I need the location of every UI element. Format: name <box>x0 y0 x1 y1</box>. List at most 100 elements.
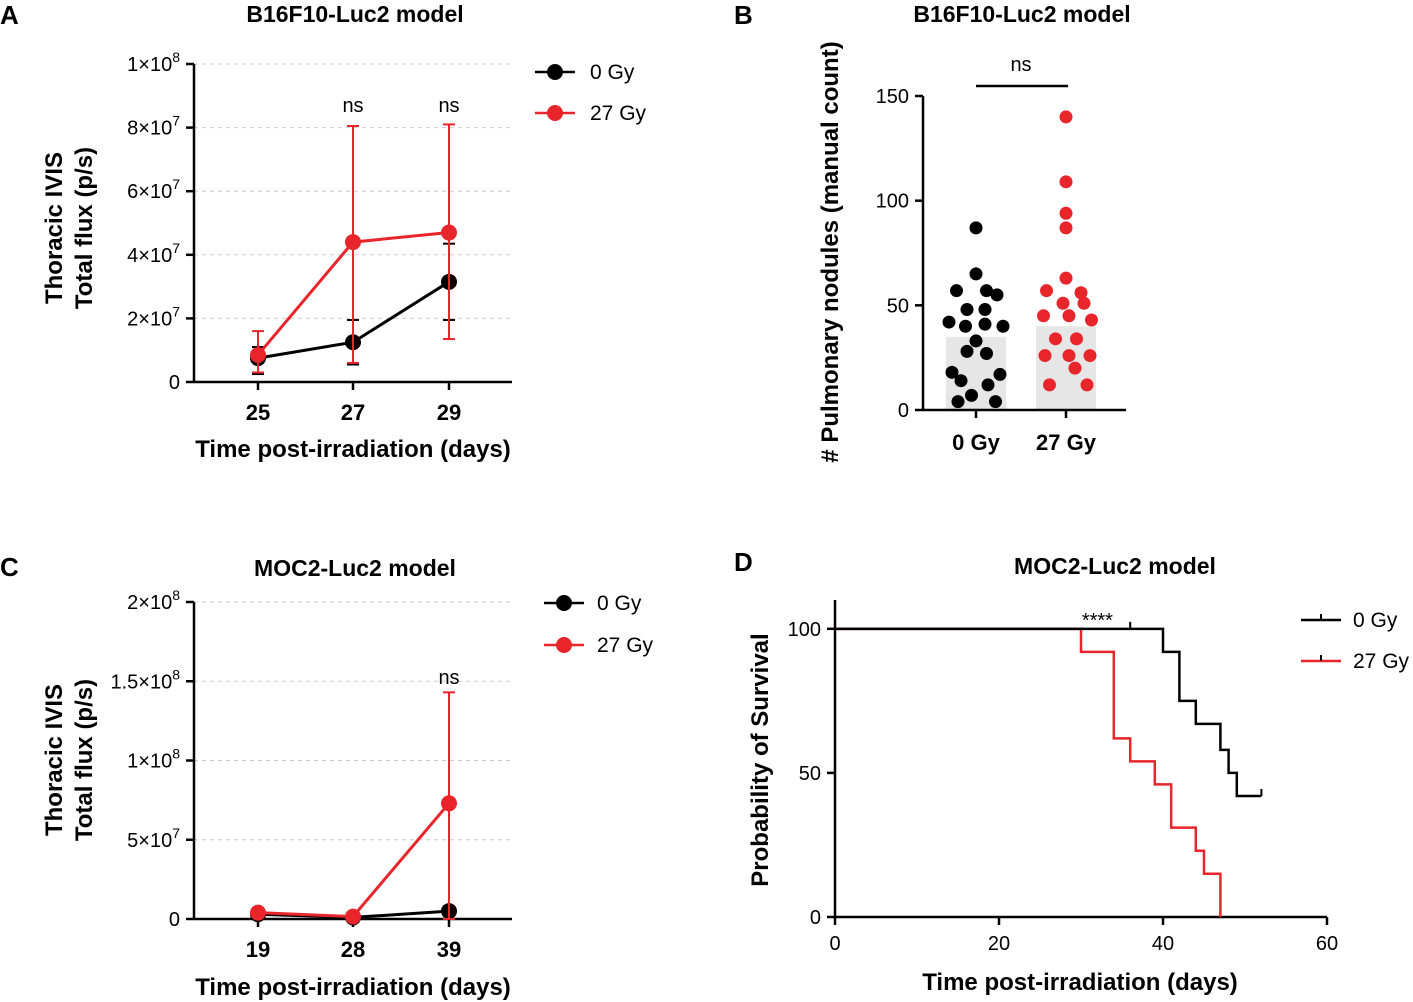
data-point <box>250 904 266 921</box>
panel-c-legend-item-27gy: 27 Gy <box>544 634 654 657</box>
panel-d-title: MOC2-Luc2 model <box>1014 553 1216 579</box>
data-point <box>960 303 974 317</box>
panel-d: D MOC2-Luc2 model Probability of Surviva… <box>734 547 1410 996</box>
panel-a-ylabel-line2: Total flux (p/s) <box>71 147 98 309</box>
data-point <box>1038 349 1052 363</box>
panel-d-x-ticks: 0 20 40 60 <box>829 917 1338 955</box>
panel-c-xlabel: Time post-irradiation (days) <box>195 974 511 1001</box>
y-tick-label: 2×108 <box>127 587 180 614</box>
panel-c: C MOC2-Luc2 model Thoracic IVIS Total fl… <box>0 552 654 1001</box>
y-tick-label: 6×107 <box>127 176 180 203</box>
series-irradiated <box>835 627 1222 917</box>
survival-curve <box>835 627 1222 917</box>
significance-label: ns <box>438 95 459 117</box>
data-point <box>960 344 974 358</box>
data-point <box>1085 313 1098 327</box>
data-point <box>1068 361 1082 375</box>
legend-label: 0 Gy <box>1353 609 1398 632</box>
panel-b: B B16F10-Luc2 model # Pulmonary nodules … <box>734 0 1131 463</box>
series-control <box>835 621 1263 798</box>
data-point <box>950 284 963 298</box>
y-tick-label: 150 <box>876 86 909 108</box>
data-point <box>1070 332 1083 346</box>
survival-curve <box>835 627 1262 798</box>
x-tick-label: 27 <box>341 400 365 425</box>
data-point <box>945 365 959 379</box>
data-point <box>1059 221 1073 235</box>
y-tick-label: 8×107 <box>127 113 180 140</box>
legend-label: 27 Gy <box>597 634 654 657</box>
data-point <box>1056 296 1070 310</box>
panel-d-ylabel: Probability of Survival <box>747 633 774 886</box>
legend-label: 0 Gy <box>597 592 642 615</box>
x-tick-label: 25 <box>246 400 270 425</box>
x-tick-label: 28 <box>341 937 365 962</box>
panel-a-legend: 0 Gy 27 Gy <box>535 61 647 125</box>
data-point <box>1059 110 1073 124</box>
data-point <box>441 795 457 812</box>
data-point <box>1062 309 1076 323</box>
panel-c-x-ticks: 19 28 39 <box>246 919 461 962</box>
panel-b-letter: B <box>734 0 753 30</box>
data-point <box>959 319 972 333</box>
panel-c-legend-item-0gy: 0 Gy <box>544 592 642 615</box>
panel-c-y-ticks: 0 5×107 1×108 1.5×108 2×108 <box>110 587 194 931</box>
x-tick-label: 0 <box>829 933 840 955</box>
legend-marker <box>556 637 572 653</box>
data-point <box>969 334 983 348</box>
data-point <box>1077 296 1091 310</box>
x-tick-label: 60 <box>1316 933 1338 955</box>
data-point <box>1080 378 1094 392</box>
data-point <box>1059 175 1073 189</box>
panel-a-ylabel-line1: Thoracic IVIS <box>41 152 68 304</box>
data-point <box>250 346 266 363</box>
panel-b-ylabel: # Pulmonary nodules (manual count) <box>817 41 844 462</box>
data-point <box>954 374 968 388</box>
data-point <box>1040 284 1053 298</box>
panel-a-letter: A <box>0 0 19 30</box>
data-point <box>980 284 993 298</box>
panel-d-series <box>835 621 1263 917</box>
panel-c-title: MOC2-Luc2 model <box>254 555 456 581</box>
panel-a-x-ticks: 25 27 29 <box>246 382 461 425</box>
panel-d-significance-label: **** <box>1082 610 1113 632</box>
y-tick-label: 0 <box>810 907 821 929</box>
x-tick-label: 27 Gy <box>1036 430 1097 455</box>
series-irradiated <box>250 691 457 925</box>
y-tick-label: 2×107 <box>127 303 180 330</box>
mean-bar <box>1036 326 1096 410</box>
panel-b-y-ticks: 0 50 100 150 <box>876 86 923 422</box>
panel-a-legend-item-27gy: 27 Gy <box>535 102 647 125</box>
data-point <box>965 388 978 402</box>
panel-d-xlabel: Time post-irradiation (days) <box>922 969 1238 996</box>
x-tick-label: 20 <box>988 933 1010 955</box>
data-point <box>996 319 1010 333</box>
y-tick-label: 1×108 <box>127 49 180 76</box>
legend-marker <box>556 595 572 611</box>
y-tick-label: 0 <box>169 372 180 394</box>
panel-b-significance-label: ns <box>1010 54 1031 76</box>
panel-d-legend-item-27gy: 27 Gy <box>1301 650 1410 673</box>
data-point <box>993 367 1007 381</box>
data-point <box>1062 349 1076 363</box>
panel-c-letter: C <box>0 552 19 582</box>
y-tick-label: 100 <box>876 191 909 213</box>
panel-c-ylabel-line2: Total flux (p/s) <box>71 679 98 841</box>
panel-b-x-ticks: 0 Gy 27 Gy <box>952 410 1097 455</box>
panel-a: A B16F10-Luc2 model Thoracic IVIS Total … <box>0 0 647 463</box>
y-tick-label: 1.5×108 <box>110 666 180 693</box>
data-point <box>981 378 995 392</box>
data-point <box>1037 309 1050 323</box>
data-point <box>978 317 992 331</box>
data-point <box>942 315 956 329</box>
panel-a-annotations: ns ns <box>342 95 459 117</box>
x-tick-label: 40 <box>1152 933 1174 955</box>
series-irradiated <box>250 123 457 374</box>
x-tick-label: 29 <box>437 400 461 425</box>
data-point <box>969 221 983 235</box>
panel-a-y-ticks: 0 2×107 4×107 6×107 8×107 1×108 <box>127 49 194 394</box>
data-point <box>441 224 457 241</box>
y-tick-label: 5×107 <box>127 825 180 852</box>
series-line <box>257 802 451 919</box>
panel-d-legend: 0 Gy 27 Gy <box>1301 609 1410 673</box>
